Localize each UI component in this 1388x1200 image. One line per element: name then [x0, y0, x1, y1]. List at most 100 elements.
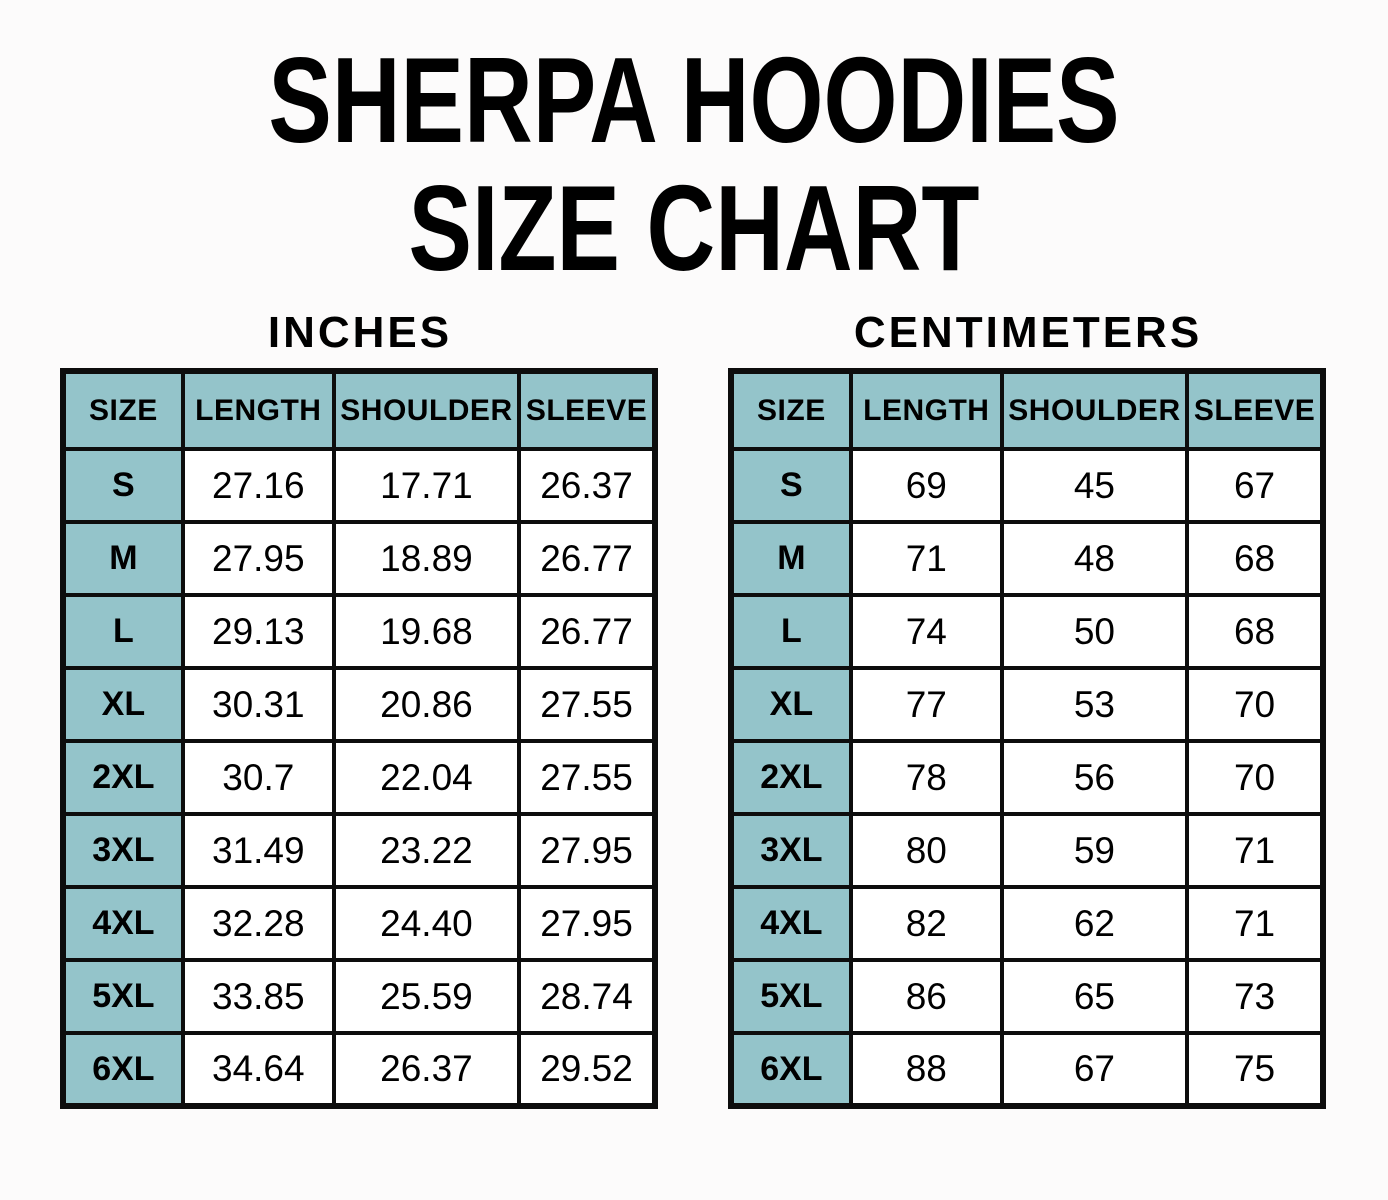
- table-row: L 29.13 19.68 26.77: [61, 593, 657, 671]
- centimeters-table: SIZE LENGTH SHOULDER SLEEVE S 69 45 67 M…: [728, 368, 1326, 1110]
- shoulder-value-cell: 48: [999, 520, 1190, 598]
- sleeve-value-cell: 28.74: [517, 958, 657, 1036]
- inches-column-header-sleeve: SLEEVE: [517, 369, 657, 452]
- table-row: 5XL 86 65 73: [729, 958, 1325, 1036]
- table-row: 4XL 82 62 71: [729, 885, 1325, 963]
- table-row: L 74 50 68: [729, 593, 1325, 671]
- centimeters-table-body: S 69 45 67 M 71 48 68 L 74 50 68 XL 77 5…: [729, 447, 1325, 1109]
- shoulder-value-cell: 23.22: [331, 812, 522, 890]
- length-value-cell: 80: [848, 812, 1004, 890]
- centimeters-column-header-shoulder: SHOULDER: [999, 369, 1190, 452]
- sleeve-value-cell: 26.77: [517, 593, 657, 671]
- sleeve-value-cell: 75: [1185, 1031, 1325, 1109]
- length-value-cell: 30.31: [180, 666, 336, 744]
- length-value-cell: 29.13: [180, 593, 336, 671]
- sleeve-value-cell: 68: [1185, 593, 1325, 671]
- sleeve-value-cell: 71: [1185, 885, 1325, 963]
- inches-column-header-length: LENGTH: [180, 369, 336, 452]
- sleeve-value-cell: 29.52: [517, 1031, 657, 1109]
- length-value-cell: 33.85: [180, 958, 336, 1036]
- shoulder-value-cell: 22.04: [331, 739, 522, 817]
- shoulder-value-cell: 56: [999, 739, 1190, 817]
- inches-column-header-size: SIZE: [61, 369, 185, 452]
- sleeve-value-cell: 68: [1185, 520, 1325, 598]
- centimeters-column-header-length: LENGTH: [848, 369, 1004, 452]
- length-value-cell: 27.95: [180, 520, 336, 598]
- sleeve-value-cell: 67: [1185, 447, 1325, 525]
- length-value-cell: 34.64: [180, 1031, 336, 1109]
- sleeve-value-cell: 26.77: [517, 520, 657, 598]
- size-label-cell: M: [61, 520, 185, 598]
- length-value-cell: 27.16: [180, 447, 336, 525]
- table-row: M 27.95 18.89 26.77: [61, 520, 657, 598]
- size-label-cell: S: [61, 447, 185, 525]
- length-value-cell: 78: [848, 739, 1004, 817]
- size-label-cell: 3XL: [729, 812, 853, 890]
- sleeve-value-cell: 27.95: [517, 812, 657, 890]
- length-value-cell: 77: [848, 666, 1004, 744]
- shoulder-value-cell: 45: [999, 447, 1190, 525]
- page-title-line-1: SHERPA HOODIES: [268, 32, 1120, 168]
- centimeters-column-header-sleeve: SLEEVE: [1185, 369, 1325, 452]
- length-value-cell: 32.28: [180, 885, 336, 963]
- length-value-cell: 86: [848, 958, 1004, 1036]
- inches-table: SIZE LENGTH SHOULDER SLEEVE S 27.16 17.7…: [60, 368, 658, 1110]
- inches-column-header-shoulder: SHOULDER: [331, 369, 522, 452]
- shoulder-value-cell: 53: [999, 666, 1190, 744]
- length-value-cell: 82: [848, 885, 1004, 963]
- centimeters-header-row: SIZE LENGTH SHOULDER SLEEVE: [729, 369, 1325, 452]
- table-row: 2XL 78 56 70: [729, 739, 1325, 817]
- table-row: S 69 45 67: [729, 447, 1325, 525]
- inches-header-row: SIZE LENGTH SHOULDER SLEEVE: [61, 369, 657, 452]
- size-label-cell: 4XL: [61, 885, 185, 963]
- centimeters-section: CENTIMETERS SIZE LENGTH SHOULDER SLEEVE …: [728, 308, 1328, 1110]
- length-value-cell: 88: [848, 1031, 1004, 1109]
- table-row: 6XL 34.64 26.37 29.52: [61, 1031, 657, 1109]
- shoulder-value-cell: 17.71: [331, 447, 522, 525]
- table-row: S 27.16 17.71 26.37: [61, 447, 657, 525]
- length-value-cell: 30.7: [180, 739, 336, 817]
- size-label-cell: 3XL: [61, 812, 185, 890]
- size-label-cell: 6XL: [61, 1031, 185, 1109]
- size-label-cell: 2XL: [61, 739, 185, 817]
- centimeters-heading: CENTIMETERS: [853, 308, 1203, 358]
- shoulder-value-cell: 26.37: [331, 1031, 522, 1109]
- size-label-cell: 2XL: [729, 739, 853, 817]
- size-label-cell: XL: [729, 666, 853, 744]
- table-row: XL 77 53 70: [729, 666, 1325, 744]
- inches-heading: INCHES: [267, 308, 453, 358]
- shoulder-value-cell: 19.68: [331, 593, 522, 671]
- inches-table-body: S 27.16 17.71 26.37 M 27.95 18.89 26.77 …: [61, 447, 657, 1109]
- table-row: 6XL 88 67 75: [729, 1031, 1325, 1109]
- size-label-cell: 4XL: [729, 885, 853, 963]
- shoulder-value-cell: 50: [999, 593, 1190, 671]
- length-value-cell: 74: [848, 593, 1004, 671]
- length-value-cell: 71: [848, 520, 1004, 598]
- size-label-cell: XL: [61, 666, 185, 744]
- size-label-cell: 5XL: [61, 958, 185, 1036]
- table-row: M 71 48 68: [729, 520, 1325, 598]
- table-row: 3XL 31.49 23.22 27.95: [61, 812, 657, 890]
- shoulder-value-cell: 20.86: [331, 666, 522, 744]
- size-label-cell: S: [729, 447, 853, 525]
- sleeve-value-cell: 27.55: [517, 739, 657, 817]
- inches-section: INCHES SIZE LENGTH SHOULDER SLEEVE S 27.…: [60, 308, 660, 1110]
- sleeve-value-cell: 26.37: [517, 447, 657, 525]
- shoulder-value-cell: 25.59: [331, 958, 522, 1036]
- shoulder-value-cell: 18.89: [331, 520, 522, 598]
- sleeve-value-cell: 70: [1185, 666, 1325, 744]
- shoulder-value-cell: 65: [999, 958, 1190, 1036]
- table-row: 3XL 80 59 71: [729, 812, 1325, 890]
- table-row: 5XL 33.85 25.59 28.74: [61, 958, 657, 1036]
- sleeve-value-cell: 70: [1185, 739, 1325, 817]
- size-label-cell: L: [729, 593, 853, 671]
- size-label-cell: L: [61, 593, 185, 671]
- sleeve-value-cell: 71: [1185, 812, 1325, 890]
- page-title-line-2: SIZE CHART: [408, 160, 980, 297]
- size-label-cell: 6XL: [729, 1031, 853, 1109]
- sleeve-value-cell: 73: [1185, 958, 1325, 1036]
- table-row: 2XL 30.7 22.04 27.55: [61, 739, 657, 817]
- table-row: XL 30.31 20.86 27.55: [61, 666, 657, 744]
- page-title: SHERPA HOODIES SIZE CHART: [153, 36, 1236, 292]
